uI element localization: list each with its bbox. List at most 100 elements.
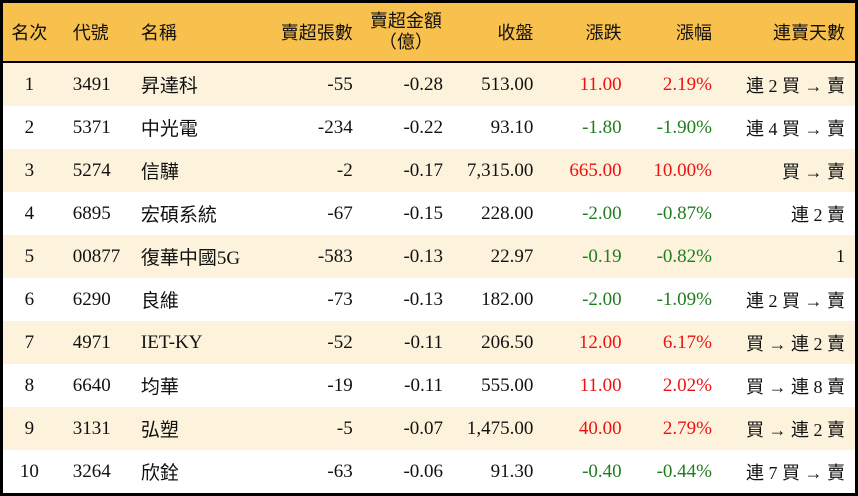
table-row: 6 6290 良維 -73 -0.13 182.00 -2.00 -1.09% 連 2 買 → …: [1, 278, 857, 321]
table-row: 2 5371 中光電 -234 -0.22 93.10 -1.80 -1.90% 連 4 買 →…: [1, 106, 857, 149]
cell-sell_amount: -0.13: [403, 288, 444, 310]
cell-streak: 買 → 連 2 賣: [746, 419, 845, 440]
cell-close: 555.00: [481, 374, 534, 396]
table-row: 10 3264 欣銓 -63 -0.06 91.30 -0.40 -0.44% 連 7 買 → …: [1, 450, 857, 495]
cell-sell_amount: -0.13: [403, 245, 444, 267]
cell-close: 182.00: [481, 288, 534, 310]
header-sell-volume: 賣超張數: [260, 1, 361, 63]
cell-code: 3264: [72, 460, 111, 482]
table-row: 3 5274 信驊 -2 -0.17 7,315.00 665.00 10.00% 買 → 賣: [1, 149, 857, 192]
cell-streak: 連 2 賣: [791, 204, 845, 225]
cell-name: 中光電: [140, 119, 198, 140]
cell-code: 3131: [72, 417, 111, 439]
table-body: 1 3491 昇達科 -55 -0.28 513.00 11.00 2.19% 連 2 買 → …: [1, 62, 857, 495]
cell-code: 5274: [72, 159, 111, 181]
table-row: 7 4971 IET-KY -52 -0.11 206.50 12.00 6.17% 買 → 連…: [1, 321, 857, 364]
table-row: 1 3491 昇達科 -55 -0.28 513.00 11.00 2.19% 連 2 買 → …: [1, 62, 857, 106]
cell-close: 22.97: [490, 245, 534, 267]
cell-name: 復華中國5G: [140, 248, 241, 269]
cell-change: -2.00: [582, 202, 622, 224]
header-sell-amount-line1: 賣超金額: [369, 11, 442, 31]
cell-sell_amount: -0.11: [404, 331, 444, 353]
cell-rank: 3: [24, 159, 35, 181]
cell-name: 弘塑: [140, 420, 179, 441]
cell-close: 93.10: [490, 116, 534, 138]
cell-name: 均華: [140, 377, 179, 398]
table-row: 5 00877 復華中國5G -583 -0.13 22.97 -0.19 -0.82% 1: [1, 235, 857, 278]
header-row: 名次 代號 名稱 賣超張數 賣超金額 （億） 收盤 漲跌 漲幅 連賣天數: [1, 1, 857, 63]
cell-change: -2.00: [582, 288, 622, 310]
cell-change: 40.00: [578, 417, 622, 439]
cell-change_pct: -1.90%: [656, 116, 712, 138]
cell-sell_amount: -0.28: [403, 73, 444, 95]
cell-sell_amount: -0.22: [403, 116, 444, 138]
cell-rank: 5: [24, 245, 35, 267]
cell-change_pct: 2.79%: [662, 417, 712, 439]
table-row: 9 3131 弘塑 -5 -0.07 1,475.00 40.00 2.79% 買 → 連 2 …: [1, 407, 857, 450]
cell-name: 良維: [140, 291, 179, 312]
header-sell-amount-line2: （億）: [378, 32, 433, 52]
cell-close: 7,315.00: [466, 159, 534, 181]
header-close: 收盤: [451, 1, 542, 63]
cell-sell_volume: -2: [336, 159, 353, 181]
cell-rank: 1: [24, 73, 35, 95]
header-sell-amount: 賣超金額 （億）: [360, 1, 452, 63]
cell-change: 665.00: [569, 159, 622, 181]
header-change-pct: 漲幅: [629, 1, 720, 63]
cell-name: 昇達科: [140, 76, 198, 97]
cell-sell_volume: -583: [317, 245, 353, 267]
cell-change_pct: 6.17%: [662, 331, 712, 353]
table-row: 8 6640 均華 -19 -0.11 555.00 11.00 2.02% 買 → 連 8 賣: [1, 364, 857, 407]
cell-change: 11.00: [579, 374, 622, 396]
cell-sell_volume: -55: [327, 73, 353, 95]
cell-rank: 6: [24, 288, 35, 310]
cell-code: 6640: [72, 374, 111, 396]
cell-rank: 7: [24, 331, 35, 353]
cell-close: 513.00: [481, 73, 534, 95]
cell-streak: 1: [836, 246, 845, 266]
cell-sell_amount: -0.15: [403, 202, 444, 224]
cell-rank: 4: [24, 202, 35, 224]
cell-change_pct: 2.02%: [662, 374, 712, 396]
cell-close: 228.00: [481, 202, 534, 224]
cell-rank: 2: [24, 116, 35, 138]
table-row: 4 6895 宏碩系統 -67 -0.15 228.00 -2.00 -0.87% 連 2 賣: [1, 192, 857, 235]
cell-name: 信驊: [140, 162, 179, 183]
cell-change: -1.80: [582, 116, 622, 138]
cell-sell_volume: -63: [327, 460, 353, 482]
cell-streak: 連 2 買 → 賣: [746, 75, 845, 96]
cell-change: -0.40: [582, 460, 622, 482]
cell-sell_volume: -73: [327, 288, 353, 310]
cell-sell_amount: -0.17: [403, 159, 444, 181]
cell-change_pct: -1.09%: [656, 288, 712, 310]
header-streak: 連賣天數: [719, 1, 857, 63]
cell-sell_volume: -234: [317, 116, 353, 138]
header-change: 漲跌: [541, 1, 630, 63]
cell-code: 00877: [72, 245, 121, 267]
cell-code: 6290: [72, 288, 111, 310]
cell-sell_amount: -0.11: [404, 374, 444, 396]
cell-name: 欣銓: [140, 463, 179, 484]
cell-streak: 連 2 買 → 賣: [746, 290, 845, 311]
cell-rank: 10: [19, 460, 39, 482]
cell-close: 206.50: [481, 331, 534, 353]
cell-change_pct: 10.00%: [653, 159, 712, 181]
cell-close: 91.30: [490, 460, 534, 482]
cell-code: 6895: [72, 202, 111, 224]
cell-streak: 買 → 賣: [782, 161, 845, 182]
cell-change: -0.19: [582, 245, 622, 267]
cell-sell_volume: -67: [327, 202, 353, 224]
cell-sell_amount: -0.07: [403, 417, 444, 439]
cell-streak: 買 → 連 2 賣: [746, 333, 845, 354]
cell-change_pct: -0.44%: [656, 460, 712, 482]
cell-change_pct: -0.87%: [656, 202, 712, 224]
cell-change_pct: -0.82%: [656, 245, 712, 267]
cell-code: 5371: [72, 116, 111, 138]
cell-sell_volume: -19: [327, 374, 353, 396]
cell-sell_amount: -0.06: [403, 460, 444, 482]
header-code: 代號: [55, 1, 126, 63]
header-name: 名稱: [125, 1, 261, 63]
cell-streak: 買 → 連 8 賣: [746, 376, 845, 397]
header-rank: 名次: [1, 1, 56, 63]
